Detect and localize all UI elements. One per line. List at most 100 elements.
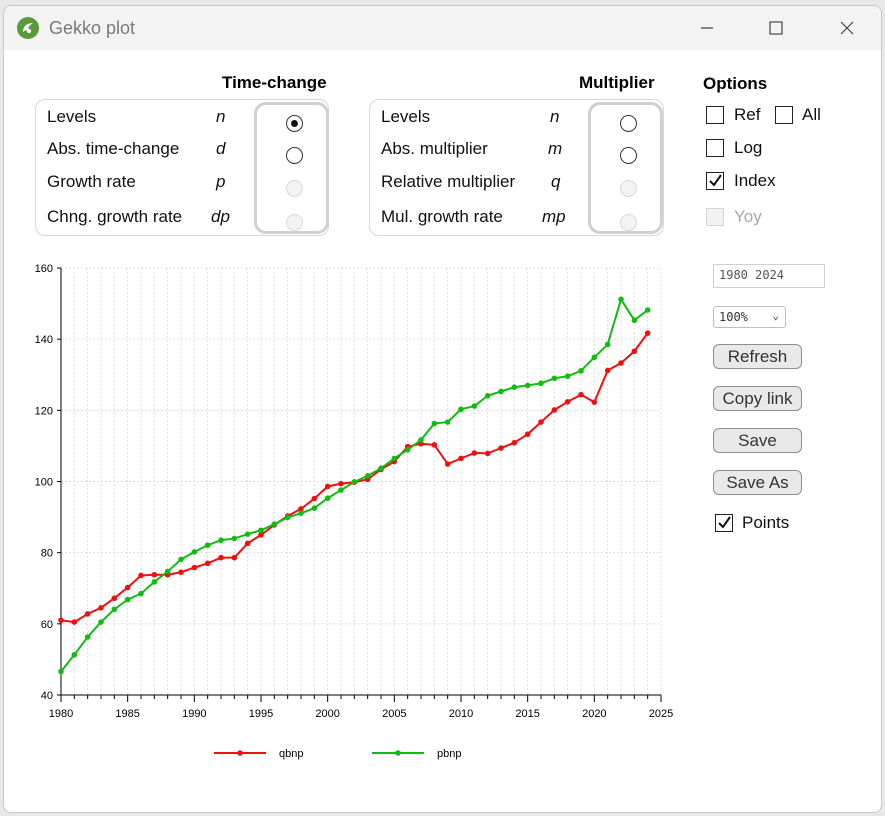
x-tick-label: 2015 [515,708,539,720]
gekko-app-icon [16,16,40,40]
all-checkbox[interactable] [775,106,793,124]
data-point-qbnp [338,480,344,487]
radio-selected-dot [290,119,298,127]
data-point-qbnp [591,399,598,405]
zoom-select[interactable]: 100% ⌄ [713,306,786,328]
minimize-button[interactable] [684,12,730,44]
data-point-qbnp [178,569,184,576]
timechange-label-growth: Growth rate [47,172,136,191]
data-point-pbnp [204,542,211,548]
checkmark-icon [718,516,731,529]
y-tick-label: 120 [35,405,53,417]
data-point-qbnp [644,330,651,336]
maximize-icon [769,21,783,35]
data-point-pbnp [231,535,238,542]
data-point-pbnp [644,307,651,313]
data-point-pbnp [138,590,144,597]
timechange-code-chng-growth: dp [211,207,230,226]
data-point-pbnp [591,354,598,361]
ref-checkbox[interactable] [706,106,724,124]
options-header: Options [703,74,768,93]
y-tick-label: 140 [35,334,53,346]
x-tick-label: 2020 [582,708,606,720]
data-point-qbnp [191,564,198,571]
data-point-pbnp [124,596,131,603]
minimize-icon [701,27,713,29]
copy-link-button[interactable]: Copy link [713,386,802,411]
legend-label-qbnp: qbnp [279,748,303,760]
multiplier-header: Multiplier [579,73,655,92]
data-point-qbnp [418,440,424,447]
data-point-qbnp [98,605,104,611]
data-point-pbnp [178,556,184,563]
period-input[interactable]: 1980 2024 [713,264,825,288]
data-point-pbnp [191,549,198,555]
timechange-radio-column [254,102,329,234]
x-tick-label: 2005 [382,708,406,720]
data-point-qbnp [524,431,531,437]
title-bar[interactable]: Gekko plot [4,6,881,50]
y-tick-label: 160 [35,263,53,275]
multiplier-code-relative: q [551,172,561,191]
log-checkbox[interactable] [706,139,724,157]
data-point-pbnp [258,527,264,534]
data-point-qbnp [538,419,544,425]
data-point-pbnp [218,537,224,544]
y-tick-label: 80 [41,548,53,560]
timechange-code-abs: d [216,139,226,158]
multiplier-code-abs: m [548,139,563,158]
data-point-qbnp [298,506,304,512]
data-point-pbnp [338,487,344,493]
data-point-qbnp [578,391,584,398]
radio-timechange-abs[interactable] [286,147,303,164]
refresh-button[interactable]: Refresh [713,344,802,369]
legend-label-pbnp: pbnp [437,748,461,760]
multiplier-label-levels: Levels [381,107,431,126]
data-point-qbnp [138,572,144,579]
data-point-qbnp [564,398,571,405]
data-point-pbnp [551,375,558,382]
radio-multiplier-levels[interactable] [620,115,637,132]
data-point-qbnp [311,495,318,502]
data-point-qbnp [71,619,78,625]
data-point-pbnp [511,384,518,391]
radio-timechange-levels[interactable] [286,115,303,132]
data-point-qbnp [218,554,224,561]
close-button[interactable] [824,12,870,44]
data-point-pbnp [98,619,104,625]
points-label: Points [742,513,790,532]
data-point-pbnp [284,514,291,521]
data-point-qbnp [324,483,331,490]
data-point-qbnp [498,445,504,451]
data-point-pbnp [364,473,371,479]
radio-multiplier-abs[interactable] [620,147,637,164]
data-point-pbnp [431,420,438,427]
yoy-label: Yoy [734,207,762,226]
timechange-code-levels: n [216,107,226,126]
data-point-pbnp [71,651,78,658]
save-button[interactable]: Save [713,428,802,453]
data-point-pbnp [471,403,478,409]
data-point-pbnp [498,388,504,395]
multiplier-label-relative: Relative multiplier [381,172,516,191]
data-point-qbnp [231,554,238,561]
points-checkbox[interactable] [715,514,733,532]
timechange-header: Time-change [222,73,327,92]
data-point-qbnp [124,584,131,591]
x-tick-label: 1990 [182,708,206,720]
multiplier-label-mul-growth: Mul. growth rate [381,207,503,226]
data-point-pbnp [618,296,624,303]
save-as-button[interactable]: Save As [713,470,802,495]
data-point-qbnp [111,595,118,602]
maximize-button[interactable] [753,12,799,44]
data-point-pbnp [84,634,91,640]
data-point-pbnp [444,419,451,425]
data-point-qbnp [484,450,491,457]
index-checkbox[interactable] [706,172,724,190]
x-tick-label: 2010 [449,708,473,720]
timechange-label-abs: Abs. time-change [47,139,180,158]
data-point-pbnp [164,568,171,575]
data-point-qbnp [631,348,638,355]
timechange-group: Levels n Abs. time-change d Growth rate … [35,99,329,236]
data-point-pbnp [378,465,384,472]
